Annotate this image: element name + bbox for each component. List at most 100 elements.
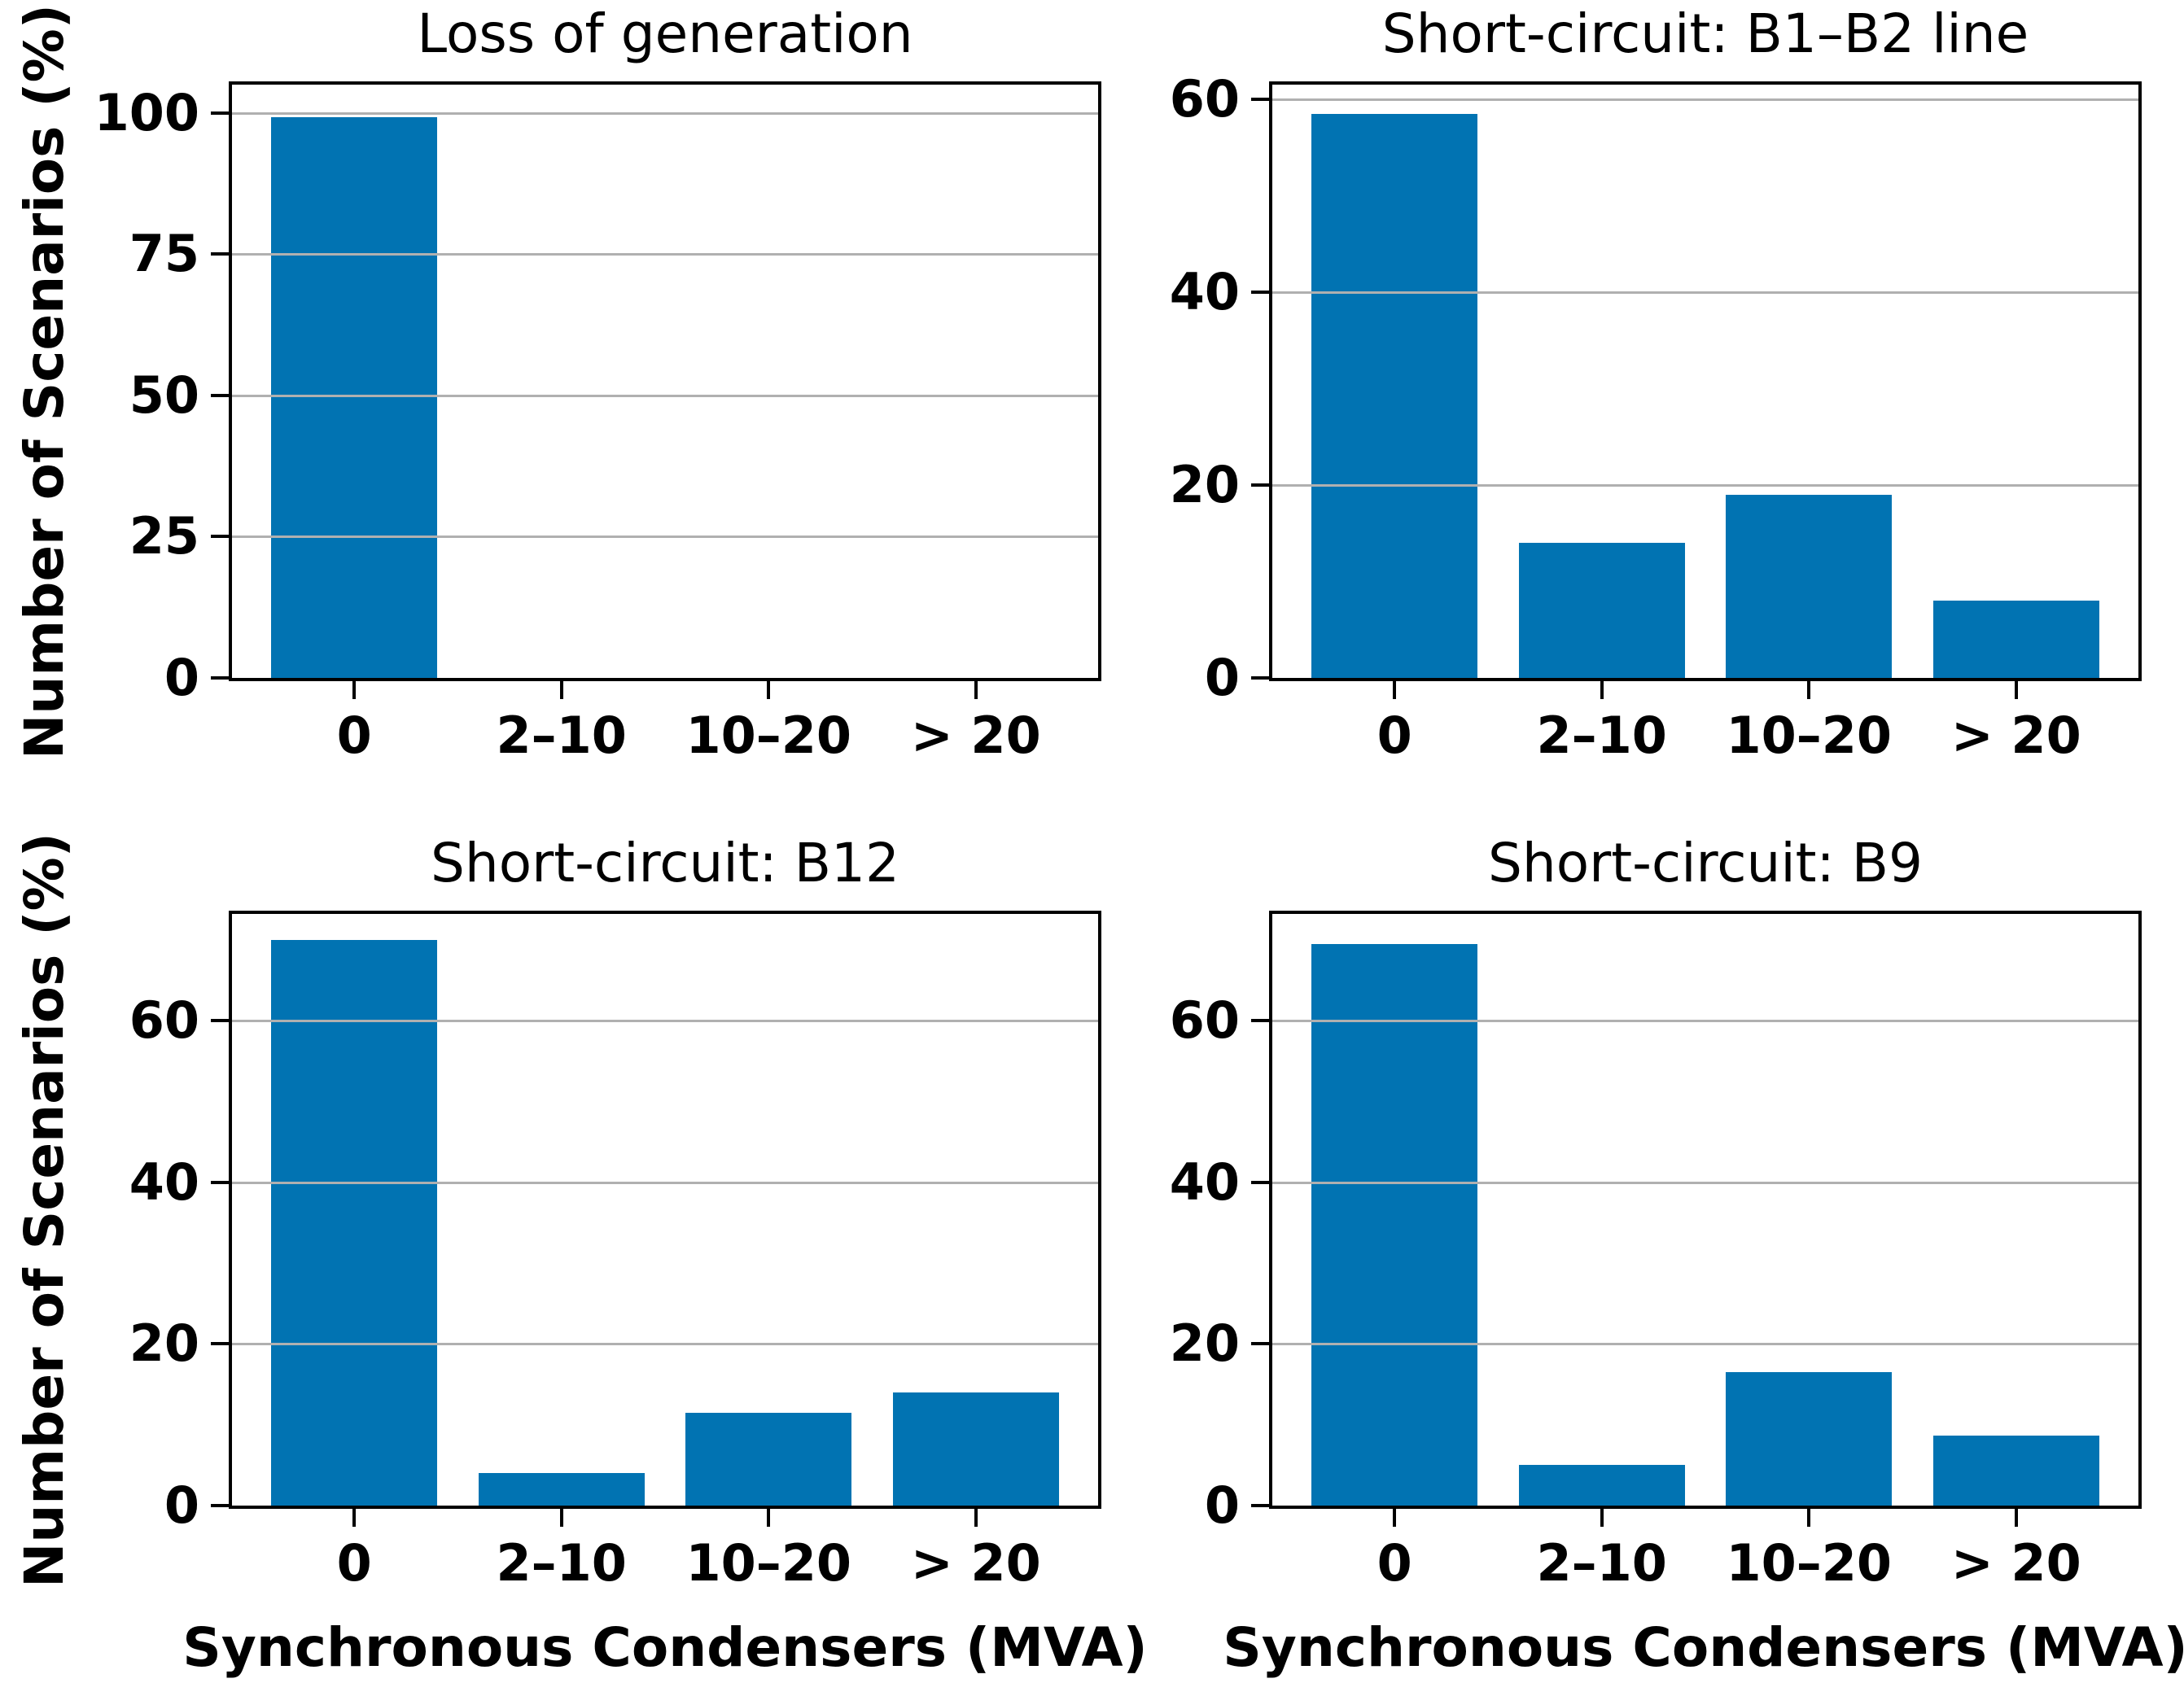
- y-tick-mark: [1251, 1180, 1269, 1184]
- x-tick-label: 2–10: [496, 1533, 627, 1593]
- x-tick-mark: [767, 681, 771, 699]
- x-tick-mark: [974, 681, 978, 699]
- gridline-y-60: [1272, 1020, 2138, 1023]
- y-tick-mark: [211, 535, 229, 539]
- bar-2–10: [1518, 543, 1685, 678]
- y-tick-mark: [1251, 290, 1269, 294]
- y-tick-label: 60: [1169, 990, 1240, 1051]
- x-tick-label: 0: [1376, 1533, 1412, 1593]
- panel-title-short-circuit-b12: Short-circuit: B12: [430, 832, 900, 894]
- x-tick-label: 2–10: [496, 706, 627, 765]
- x-tick-mark: [767, 1509, 771, 1527]
- y-tick-mark: [1251, 1504, 1269, 1507]
- x-tick-label: 10–20: [685, 1533, 852, 1593]
- y-tick-label: 20: [129, 1314, 199, 1374]
- panel-title-short-circuit-b9: Short-circuit: B9: [1487, 832, 1924, 894]
- bar-2–10: [478, 1473, 645, 1506]
- x-tick-mark: [2014, 1509, 2018, 1527]
- y-tick-mark: [1251, 1019, 1269, 1023]
- plot-area-loss-of-generation: [229, 81, 1101, 681]
- bar-> 20: [893, 1392, 1059, 1506]
- x-tick-label: 2–10: [1536, 706, 1667, 765]
- x-tick-mark: [1600, 1509, 1604, 1527]
- y-tick-label: 20: [1169, 1314, 1240, 1374]
- gridline-y-20: [1272, 1343, 2138, 1346]
- x-tick-label: 0: [1376, 706, 1412, 765]
- y-tick-label: 75: [129, 224, 199, 284]
- y-tick-label: 50: [129, 365, 199, 425]
- x-tick-mark: [1600, 681, 1604, 699]
- x-tick-mark: [2014, 681, 2018, 699]
- x-tick-label: > 20: [1950, 706, 2081, 765]
- y-tick-label: 20: [1169, 454, 1240, 514]
- x-tick-label: 0: [336, 1533, 372, 1593]
- gridline-y-40: [1272, 1181, 2138, 1184]
- bar-10–20: [1726, 1372, 1893, 1506]
- gridline-y-75: [232, 253, 1098, 256]
- y-tick-mark: [211, 1180, 229, 1184]
- y-tick-label: 100: [94, 82, 199, 142]
- y-tick-mark: [211, 393, 229, 397]
- gridline-y-40: [1272, 291, 2138, 294]
- plot-area-short-circuit-b9: [1269, 911, 2142, 1509]
- bar-10–20: [1726, 494, 1893, 678]
- x-tick-label: > 20: [910, 1533, 1041, 1593]
- bar-> 20: [1933, 601, 2099, 678]
- y-tick-label: 0: [164, 648, 199, 707]
- gridline-y-20: [1272, 483, 2138, 487]
- y-tick-mark: [1251, 483, 1269, 487]
- x-tick-mark: [1807, 681, 1811, 699]
- gridline-y-60: [232, 1020, 1098, 1023]
- y-tick-mark: [211, 1504, 229, 1507]
- gridline-y-60: [1272, 98, 2138, 101]
- x-tick-label: 10–20: [685, 706, 852, 765]
- y-tick-mark: [1251, 676, 1269, 680]
- bar-10–20: [685, 1412, 852, 1506]
- y-tick-label: 40: [1169, 261, 1240, 321]
- bar-> 20: [1933, 1435, 2099, 1506]
- y-tick-mark: [211, 1342, 229, 1346]
- x-axis-label-bottom-right: Synchronous Condensers (MVA): [1223, 1616, 2184, 1679]
- y-tick-label: 0: [164, 1475, 199, 1535]
- bar-0: [271, 116, 437, 678]
- x-tick-label: 10–20: [1726, 1533, 1893, 1593]
- x-tick-label: 2–10: [1536, 1533, 1667, 1593]
- bar-0: [1311, 113, 1477, 678]
- gridline-y-20: [232, 1343, 1098, 1346]
- x-tick-label: > 20: [910, 706, 1041, 765]
- x-tick-label: 0: [336, 706, 372, 765]
- gridline-y-40: [232, 1181, 1098, 1184]
- y-tick-mark: [211, 676, 229, 680]
- x-tick-label: > 20: [1950, 1533, 2081, 1593]
- y-tick-mark: [211, 111, 229, 115]
- plot-area-short-circuit-b1-b2: [1269, 81, 2142, 681]
- y-tick-mark: [211, 252, 229, 256]
- x-tick-mark: [559, 1509, 563, 1527]
- gridline-y-25: [232, 536, 1098, 539]
- x-tick-mark: [352, 1509, 357, 1527]
- y-tick-label: 40: [129, 1152, 199, 1212]
- x-tick-mark: [1807, 1509, 1811, 1527]
- x-tick-mark: [974, 1509, 978, 1527]
- bar-0: [271, 939, 437, 1506]
- plot-area-short-circuit-b12: [229, 911, 1101, 1509]
- panel-title-short-circuit-b1-b2: Short-circuit: B1–B2 line: [1381, 2, 2029, 65]
- y-tick-mark: [1251, 97, 1269, 101]
- x-tick-mark: [1393, 681, 1397, 699]
- y-tick-label: 60: [1169, 68, 1240, 129]
- x-tick-mark: [559, 681, 563, 699]
- y-tick-label: 40: [1169, 1152, 1240, 1212]
- y-tick-label: 25: [129, 506, 199, 566]
- x-tick-mark: [352, 681, 357, 699]
- y-axis-label-bottom-row: Number of Scenarios (%): [13, 832, 76, 1588]
- x-axis-label-bottom-left: Synchronous Condensers (MVA): [182, 1616, 1148, 1679]
- y-tick-label: 0: [1204, 648, 1240, 707]
- y-tick-label: 60: [129, 990, 199, 1051]
- y-tick-mark: [1251, 1342, 1269, 1346]
- y-tick-mark: [211, 1019, 229, 1023]
- gridline-y-100: [232, 111, 1098, 115]
- panel-title-loss-of-generation: Loss of generation: [417, 2, 913, 65]
- y-tick-label: 0: [1204, 1475, 1240, 1535]
- x-tick-label: 10–20: [1726, 706, 1893, 765]
